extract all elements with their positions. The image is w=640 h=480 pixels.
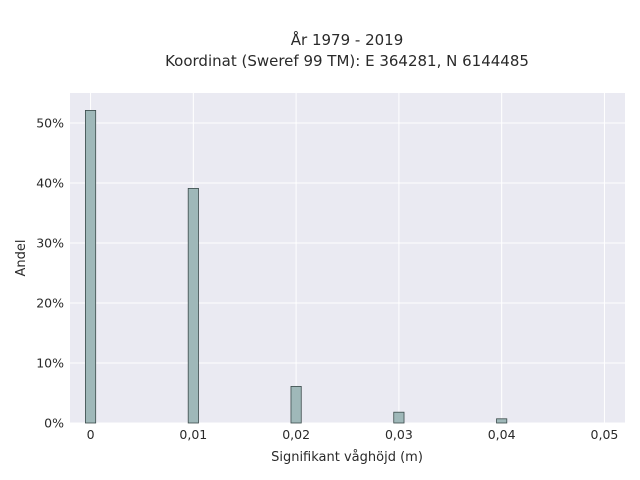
bar: [187, 187, 199, 424]
x-tick-label: 0,01: [179, 427, 207, 442]
y-axis-label: Andel: [14, 240, 29, 277]
chart-title-line1: År 1979 - 2019: [291, 30, 404, 49]
y-tick-label: 30%: [36, 236, 64, 251]
x-tick-label: 0,03: [385, 427, 413, 442]
y-gridlines: [70, 122, 625, 424]
x-tick-label: 0,04: [488, 427, 516, 442]
x-axis-label: Signifikant våghöjd (m): [271, 450, 423, 465]
plot-area: [70, 93, 625, 423]
y-tick-labels: 0% 10% 20% 30% 40% 50%: [36, 116, 64, 431]
y-tick-label: 40%: [36, 176, 64, 191]
bars: [85, 110, 508, 424]
y-tick-label: 50%: [36, 116, 64, 131]
bar: [393, 411, 405, 424]
bar: [290, 385, 302, 424]
x-tick-label: 0: [87, 427, 95, 442]
y-tick-label: 10%: [36, 356, 64, 371]
chart-title-line2: Koordinat (Sweref 99 TM): E 364281, N 61…: [165, 52, 529, 70]
bar: [496, 418, 508, 424]
x-tick-label: 0,02: [282, 427, 310, 442]
y-tick-label: 0%: [44, 416, 64, 431]
y-tick-label: 20%: [36, 296, 64, 311]
bar: [85, 110, 97, 424]
x-tick-labels: 0 0,01 0,02 0,03 0,04 0,05: [87, 427, 619, 442]
x-tick-label: 0,05: [591, 427, 619, 442]
